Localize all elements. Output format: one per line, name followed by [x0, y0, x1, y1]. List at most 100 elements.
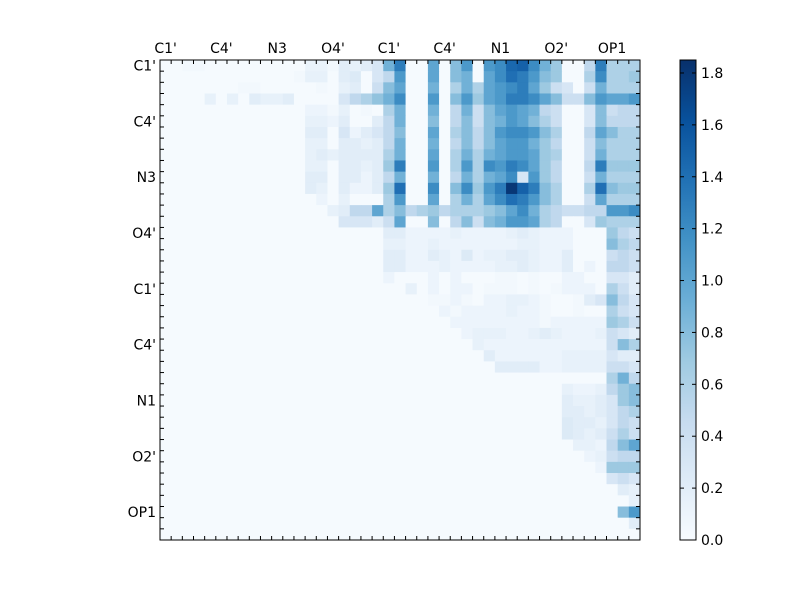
heatmap-cell: [293, 528, 306, 541]
heatmap-cell: [517, 517, 529, 530]
heatmap-cell: [595, 316, 607, 329]
heatmap-cell: [316, 428, 328, 440]
heatmap-cell: [249, 82, 261, 94]
heatmap-cell: [561, 473, 574, 485]
heatmap-cell: [360, 294, 373, 306]
heatmap-cell: [171, 126, 183, 139]
heatmap-cell: [338, 205, 351, 217]
heatmap-cell: [439, 394, 451, 407]
heatmap-cell: [483, 484, 496, 496]
heatmap-cell: [349, 193, 362, 206]
heatmap-cell: [271, 305, 284, 318]
heatmap-cell: [517, 506, 529, 519]
heatmap-cell: [494, 149, 507, 161]
heatmap-cell: [461, 450, 473, 463]
heatmap-cell: [405, 350, 418, 362]
heatmap-cell: [483, 104, 496, 117]
heatmap-cell: [349, 428, 362, 440]
heatmap-cell: [394, 227, 406, 240]
heatmap-cell: [282, 428, 295, 440]
heatmap-cell: [528, 182, 540, 195]
heatmap-cell: [573, 205, 585, 217]
heatmap-cell: [427, 216, 440, 228]
heatmap-cell: [573, 272, 585, 284]
heatmap-cell: [238, 484, 250, 496]
heatmap-cell: [461, 104, 473, 117]
heatmap-cell: [617, 461, 630, 474]
heatmap-cell: [360, 104, 373, 117]
heatmap-cell: [249, 227, 261, 240]
heatmap-cell: [383, 126, 395, 139]
heatmap-cell: [506, 260, 518, 273]
heatmap-cell: [238, 339, 250, 351]
heatmap-cell: [483, 115, 496, 128]
heatmap-cell: [584, 316, 596, 329]
heatmap-cell: [171, 461, 183, 474]
heatmap-cell: [483, 428, 496, 440]
heatmap-cell: [182, 461, 194, 474]
heatmap-cell: [517, 193, 529, 206]
heatmap-cell: [249, 316, 261, 329]
heatmap-cell: [461, 473, 473, 485]
heatmap-cell: [439, 272, 451, 284]
heatmap-cell: [338, 305, 351, 318]
heatmap-cell: [595, 272, 607, 284]
heatmap-cell: [249, 350, 261, 362]
heatmap-cell: [450, 350, 462, 362]
heatmap-cell: [182, 417, 194, 429]
heatmap-cell: [517, 216, 529, 228]
heatmap-cell: [316, 383, 328, 396]
heatmap-cell: [349, 205, 362, 217]
heatmap-cell: [338, 461, 351, 474]
heatmap-cell: [260, 216, 273, 228]
heatmap-cell: [204, 484, 217, 496]
heatmap-cell: [338, 439, 351, 452]
heatmap-cell: [427, 528, 440, 541]
heatmap-cell: [338, 71, 351, 83]
heatmap-cell: [383, 93, 395, 106]
heatmap-cell: [595, 71, 607, 83]
heatmap-cell: [193, 372, 206, 385]
heatmap-cell: [360, 439, 373, 452]
heatmap-cell: [238, 294, 250, 306]
heatmap-cell: [573, 406, 585, 418]
heatmap-cell: [506, 216, 518, 228]
heatmap-cell: [561, 372, 574, 385]
heatmap-cell: [226, 294, 239, 306]
heatmap-cell: [182, 193, 194, 206]
x-tick-label: O4': [321, 41, 345, 57]
heatmap-cell: [628, 439, 641, 452]
heatmap-cell: [595, 182, 607, 195]
heatmap-cell: [349, 260, 362, 273]
heatmap-cell: [450, 428, 462, 440]
heatmap-cell: [249, 305, 261, 318]
heatmap-cell: [628, 394, 641, 407]
heatmap-cell: [506, 227, 518, 240]
heatmap-cell: [595, 294, 607, 306]
heatmap-cell: [439, 138, 451, 150]
heatmap-cell: [528, 406, 540, 418]
heatmap-cell: [372, 450, 384, 463]
heatmap-cell: [461, 461, 473, 474]
heatmap-cell: [360, 350, 373, 362]
heatmap-cell: [338, 216, 351, 228]
heatmap-cell: [338, 149, 351, 161]
heatmap-cell: [461, 283, 473, 295]
heatmap-cell: [372, 138, 384, 150]
heatmap-cell: [472, 417, 485, 429]
heatmap-cell: [450, 171, 462, 184]
heatmap-cell: [226, 272, 239, 284]
heatmap-cell: [483, 138, 496, 150]
heatmap-cell: [617, 417, 630, 429]
heatmap-cell: [472, 350, 485, 362]
heatmap-cell: [204, 473, 217, 485]
heatmap-cell: [416, 272, 429, 284]
heatmap-cell: [528, 305, 540, 318]
heatmap-cell: [260, 372, 273, 385]
heatmap-cell: [293, 361, 306, 373]
heatmap-cell: [483, 439, 496, 452]
heatmap-cell: [293, 126, 306, 139]
heatmap-cell: [416, 227, 429, 240]
heatmap-cell: [573, 60, 585, 72]
heatmap-cell: [193, 383, 206, 396]
